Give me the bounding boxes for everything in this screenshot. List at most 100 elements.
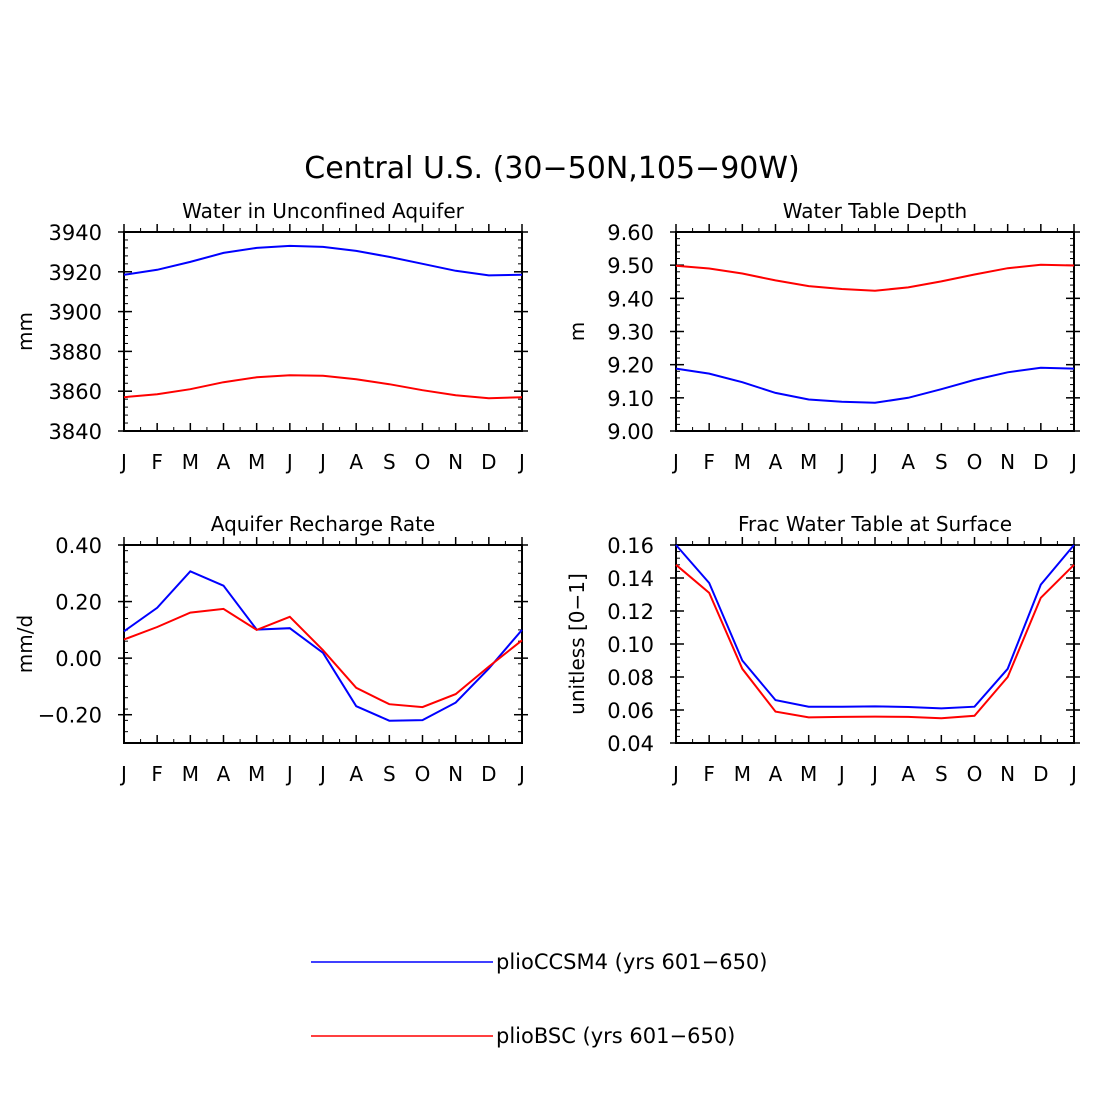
- y-tick-label: 9.00: [607, 420, 654, 444]
- panel-title: Water Table Depth: [783, 199, 967, 223]
- chart-panels: J F M A M J J A S O N D J384038603880390039203940Wat…: [13, 199, 1080, 786]
- x-tick-label: A: [769, 762, 783, 786]
- y-tick-label: 3840: [49, 420, 102, 444]
- series-line-pliocCSM4: [675, 366, 1075, 404]
- x-tick-label: J: [870, 762, 878, 786]
- y-tick-label: 9.40: [607, 287, 654, 311]
- x-tick-label: S: [383, 762, 396, 786]
- series-line-pliocCSM4: [675, 544, 1075, 710]
- y-tick-label: 0.40: [55, 534, 102, 558]
- chart-panel-4: J F M A M J J A S O N D J0.040.060.080.100.120.140.1…: [565, 512, 1080, 786]
- x-tick-label: M: [734, 450, 751, 474]
- y-tick-label: 0.06: [607, 699, 654, 723]
- y-axis-label: unitless [0−1]: [565, 573, 589, 715]
- panel-title: Aquifer Recharge Rate: [211, 512, 436, 536]
- x-tick-label: D: [1033, 450, 1048, 474]
- x-tick-label: J: [318, 450, 326, 474]
- y-tick-label: 9.20: [607, 354, 654, 378]
- y-tick-label: 9.10: [607, 387, 654, 411]
- y-tick-label: 9.60: [607, 221, 654, 245]
- x-tick-label: J: [517, 450, 525, 474]
- x-tick-label: J: [837, 450, 845, 474]
- x-tick-label: M: [800, 762, 817, 786]
- x-tick-label: O: [967, 762, 983, 786]
- x-tick-label: D: [481, 450, 496, 474]
- y-tick-label: 0.14: [607, 567, 654, 591]
- y-tick-label: 0.04: [607, 732, 654, 756]
- x-tick-label: F: [151, 450, 163, 474]
- y-tick-label: 0.10: [607, 633, 654, 657]
- x-tick-label: O: [415, 450, 431, 474]
- x-tick-label: J: [119, 762, 127, 786]
- y-tick-label: 3900: [49, 301, 102, 325]
- series-line-pliocCSM4: [123, 244, 523, 277]
- legend-label: plioBSC (yrs 601−650): [496, 1024, 735, 1048]
- series-line-pliobsc: [123, 374, 523, 400]
- x-tick-label: O: [967, 450, 983, 474]
- x-tick-label: F: [703, 762, 715, 786]
- x-tick-label: A: [217, 762, 231, 786]
- x-tick-label: J: [837, 762, 845, 786]
- x-tick-label: S: [383, 450, 396, 474]
- x-tick-label: J: [1069, 762, 1077, 786]
- x-tick-label: N: [448, 450, 463, 474]
- x-tick-label: F: [151, 762, 163, 786]
- x-tick-label: M: [248, 450, 265, 474]
- figure-title: Central U.S. (30−50N,105−90W): [304, 151, 799, 186]
- x-tick-label: J: [1069, 450, 1077, 474]
- x-tick-label: J: [517, 762, 525, 786]
- y-tick-label: −0.20: [38, 704, 102, 728]
- x-tick-label: S: [935, 762, 948, 786]
- x-tick-label: N: [1000, 762, 1015, 786]
- x-tick-label: A: [769, 450, 783, 474]
- x-tick-label: M: [800, 450, 817, 474]
- x-tick-label: A: [349, 762, 363, 786]
- y-tick-label: 0.12: [607, 600, 654, 624]
- x-tick-label: F: [703, 450, 715, 474]
- x-tick-label: O: [415, 762, 431, 786]
- y-tick-label: 0.08: [607, 666, 654, 690]
- plot-frame: [675, 231, 1075, 432]
- x-tick-label: D: [481, 762, 496, 786]
- y-axis-label: mm/d: [13, 615, 37, 673]
- x-tick-label: M: [182, 450, 199, 474]
- x-tick-label: M: [182, 762, 199, 786]
- y-tick-label: 3880: [49, 340, 102, 364]
- y-tick-label: 3920: [49, 261, 102, 285]
- series-line-pliobsc: [675, 263, 1075, 292]
- plot-frame: [123, 544, 523, 744]
- x-tick-label: A: [901, 762, 915, 786]
- x-tick-label: J: [119, 450, 127, 474]
- x-tick-label: S: [935, 450, 948, 474]
- x-tick-label: N: [448, 762, 463, 786]
- y-tick-label: 0.16: [607, 534, 654, 558]
- x-tick-label: J: [285, 762, 293, 786]
- x-tick-label: D: [1033, 762, 1048, 786]
- legend-label: plioCCSM4 (yrs 601−650): [496, 950, 767, 974]
- y-axis-label: m: [565, 322, 589, 341]
- legend-item: plioBSC (yrs 601−650): [311, 1024, 735, 1048]
- y-tick-label: 0.20: [55, 591, 102, 615]
- chart-panel-2: J F M A M J J A S O N D J9.009.109.209.309.409.509.6…: [565, 199, 1080, 474]
- legend: plioCCSM4 (yrs 601−650) plioBSC (yrs 601−…: [311, 950, 767, 1048]
- x-tick-label: N: [1000, 450, 1015, 474]
- x-tick-label: A: [349, 450, 363, 474]
- x-tick-label: J: [671, 762, 679, 786]
- plot-frame: [123, 231, 523, 432]
- y-tick-label: 3860: [49, 380, 102, 404]
- x-tick-label: A: [217, 450, 231, 474]
- y-tick-label: 3940: [49, 221, 102, 245]
- x-tick-label: J: [870, 450, 878, 474]
- chart-panel-1: J F M A M J J A S O N D J384038603880390039203940Wat…: [13, 199, 528, 474]
- x-tick-label: J: [671, 450, 679, 474]
- y-tick-label: 9.30: [607, 321, 654, 345]
- x-tick-label: A: [901, 450, 915, 474]
- x-tick-label: J: [285, 450, 293, 474]
- panel-title: Water in Unconfined Aquifer: [182, 199, 465, 223]
- series-line-pliobsc: [675, 564, 1075, 720]
- series-line-pliocCSM4: [123, 570, 523, 722]
- x-tick-label: M: [734, 762, 751, 786]
- y-tick-label: 9.50: [607, 254, 654, 278]
- y-axis-label: mm: [13, 312, 37, 351]
